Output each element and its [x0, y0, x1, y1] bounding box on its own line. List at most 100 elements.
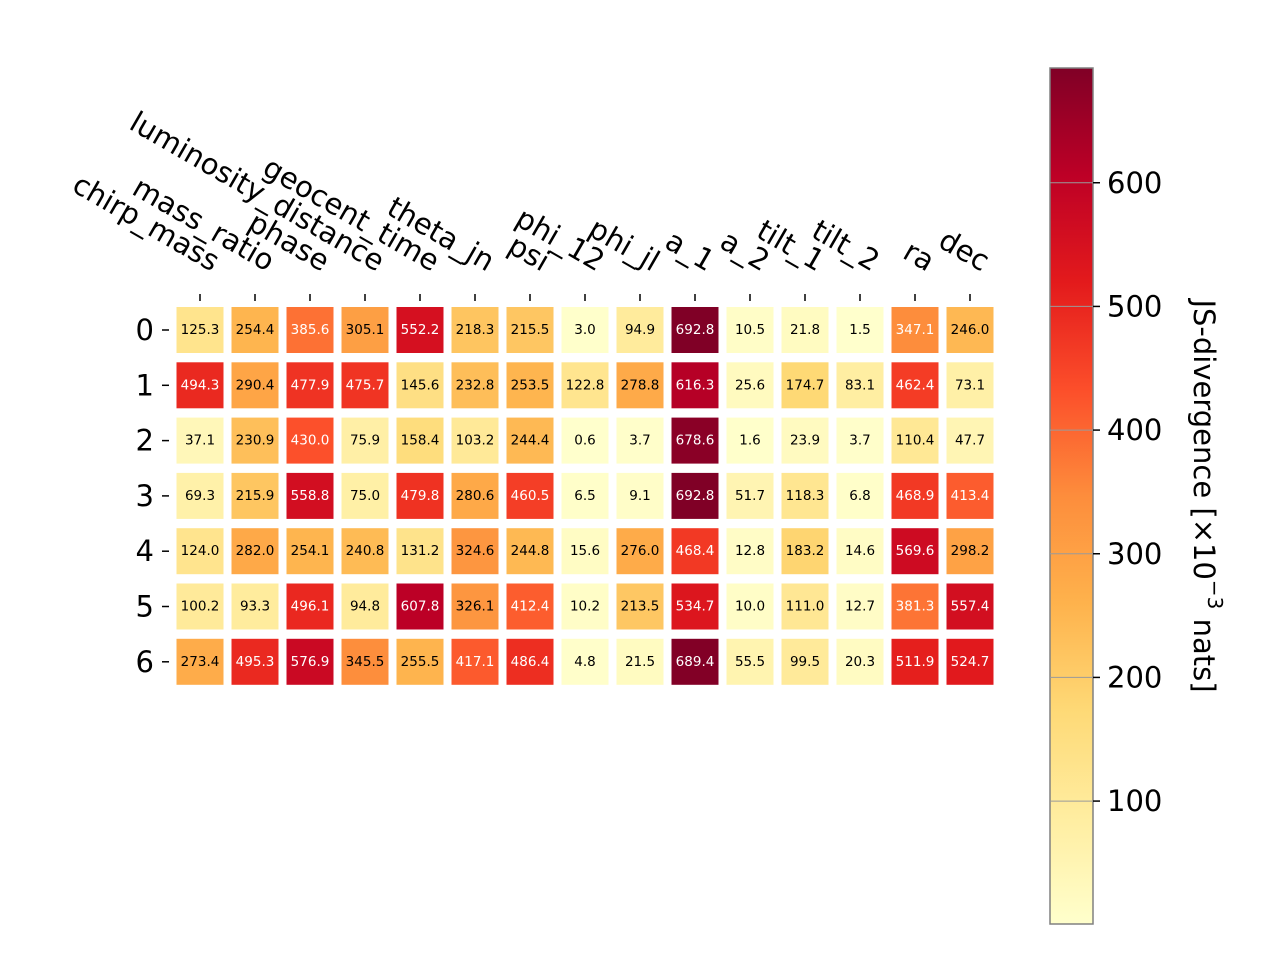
heatmap-cell [341, 307, 389, 353]
heatmap-cell [946, 528, 994, 575]
cell-value-label: 145.6 [401, 377, 440, 393]
cell-value-label: 477.9 [291, 377, 330, 393]
heatmap-cell [561, 472, 609, 519]
cell-value-label: 9.1 [629, 488, 650, 504]
y-tick-label: 5 [136, 590, 154, 624]
y-tick-label: 0 [136, 313, 154, 347]
heatmap-cell [946, 307, 994, 353]
heatmap-cell [231, 528, 279, 575]
heatmap-cell [616, 362, 664, 409]
heatmap-cell [286, 583, 334, 630]
heatmap-cell [726, 528, 774, 575]
cell-value-label: 93.3 [240, 599, 270, 615]
cell-value-label: 678.6 [676, 433, 715, 449]
cell-value-label: 100.2 [181, 599, 220, 615]
cell-value-label: 21.5 [625, 654, 655, 670]
heatmap-cell [616, 417, 664, 464]
colorbar-tick-label: 200 [1107, 660, 1162, 694]
heatmap-cell [946, 362, 994, 409]
heatmap-cell [286, 307, 334, 353]
heatmap-cell [451, 472, 499, 519]
cell-value-label: 246.0 [951, 322, 990, 338]
colorbar: 100 200 300 400 500 600 JS-divergence [×10−3 … [1049, 67, 1228, 925]
heatmap-cell [561, 638, 609, 685]
heatmap-cell [176, 472, 224, 519]
heatmap-cell [341, 362, 389, 409]
heatmap-cells: 125.3 254.4 385.6 305.1 552.2 218.3 215.5 3.0 94… [176, 307, 994, 685]
heatmap-cell [891, 583, 939, 630]
cell-value-label: 607.8 [401, 599, 440, 615]
cell-value-label: 305.1 [346, 322, 385, 338]
heatmap-cell [836, 417, 884, 464]
heatmap-cell [781, 362, 829, 409]
cell-value-label: 94.8 [350, 599, 380, 615]
heatmap-cell [946, 638, 994, 685]
cell-value-label: 10.2 [570, 599, 600, 615]
heatmap-cell [891, 638, 939, 685]
heatmap-cell [506, 528, 554, 575]
cell-value-label: 218.3 [456, 322, 495, 338]
heatmap-cell [726, 472, 774, 519]
heatmap-cell [781, 583, 829, 630]
heatmap-cell [341, 472, 389, 519]
heatmap-cell [396, 362, 444, 409]
cell-value-label: 20.3 [845, 654, 875, 670]
cell-value-label: 99.5 [790, 654, 820, 670]
cell-value-label: 255.5 [401, 654, 440, 670]
heatmap-cell [891, 362, 939, 409]
cell-value-label: 558.8 [291, 488, 330, 504]
cell-value-label: 462.4 [896, 377, 935, 393]
cell-value-label: 412.4 [511, 599, 550, 615]
cell-value-label: 12.7 [845, 599, 875, 615]
cell-value-label: 616.3 [676, 377, 715, 393]
heatmap-cell [341, 583, 389, 630]
cell-value-label: 10.5 [735, 322, 765, 338]
heatmap-cell [781, 307, 829, 353]
heatmap-cell [561, 528, 609, 575]
cell-value-label: 290.4 [236, 377, 275, 393]
cell-value-label: 1.6 [739, 433, 760, 449]
x-axis-ticks: chirp_massmass_ratiophaseluminosity_dist… [67, 105, 996, 301]
cell-value-label: 23.9 [790, 433, 820, 449]
cell-value-label: 524.7 [951, 654, 990, 670]
cell-value-label: 278.8 [621, 377, 660, 393]
heatmap-cell [396, 528, 444, 575]
cell-value-label: 460.5 [511, 488, 550, 504]
heatmap-cell [616, 307, 664, 353]
cell-value-label: 83.1 [845, 377, 875, 393]
cell-value-label: 534.7 [676, 599, 715, 615]
heatmap-cell [176, 528, 224, 575]
heatmap-cell [341, 417, 389, 464]
cell-value-label: 326.1 [456, 599, 495, 615]
heatmap-cell [561, 307, 609, 353]
heatmap-cell [506, 417, 554, 464]
cell-value-label: 213.5 [621, 599, 660, 615]
cell-value-label: 3.7 [629, 433, 650, 449]
heatmap-cell [616, 528, 664, 575]
cell-value-label: 496.1 [291, 599, 330, 615]
heatmap-cell [231, 362, 279, 409]
heatmap-cell [451, 638, 499, 685]
heatmap-cell [231, 417, 279, 464]
cell-value-label: 122.8 [566, 377, 605, 393]
cell-value-label: 21.8 [790, 322, 820, 338]
heatmap-cell [506, 362, 554, 409]
cell-value-label: 253.5 [511, 377, 550, 393]
cell-value-label: 576.9 [291, 654, 330, 670]
heatmap-cell [836, 638, 884, 685]
heatmap-cell [671, 472, 719, 519]
heatmap-cell [286, 638, 334, 685]
cell-value-label: 254.4 [236, 322, 275, 338]
colorbar-ticks: 100 200 300 400 500 600 [1050, 166, 1162, 818]
heatmap-cell [231, 638, 279, 685]
cell-value-label: 495.3 [236, 654, 275, 670]
cell-value-label: 430.0 [291, 433, 330, 449]
cell-value-label: 15.6 [570, 543, 600, 559]
y-tick-label: 4 [136, 534, 154, 568]
x-tick-label: a_1 [660, 223, 721, 278]
cell-value-label: 692.8 [676, 488, 715, 504]
cell-value-label: 413.4 [951, 488, 990, 504]
cell-value-label: 273.4 [181, 654, 220, 670]
heatmap-cell [891, 472, 939, 519]
cell-value-label: 51.7 [735, 488, 765, 504]
